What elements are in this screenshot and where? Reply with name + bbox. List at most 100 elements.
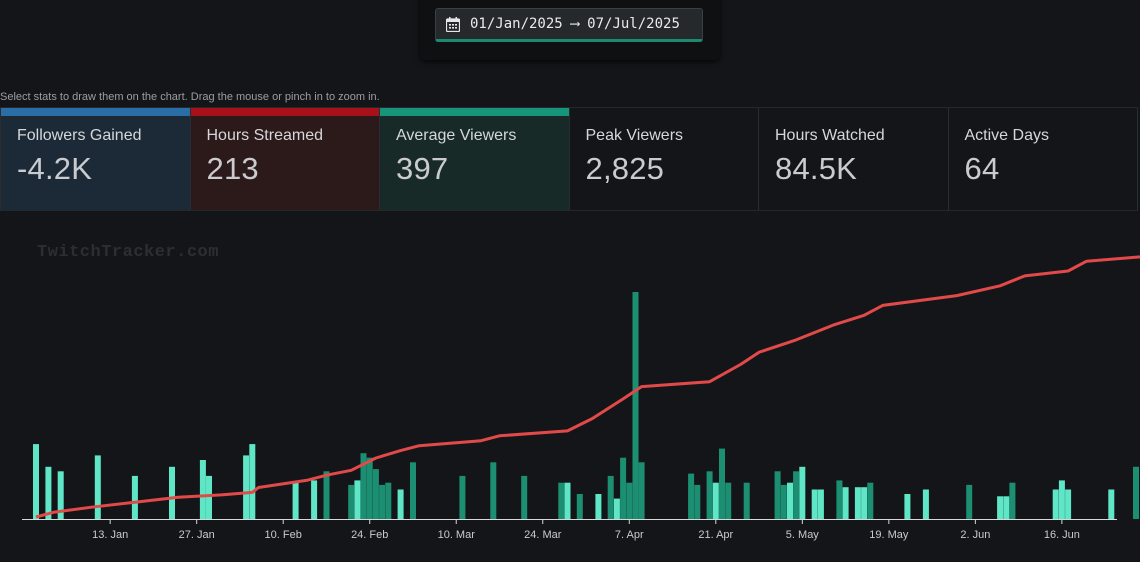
- chart-bar[interactable]: [861, 487, 868, 519]
- chart-bar[interactable]: [1108, 489, 1115, 520]
- chart-bar[interactable]: [169, 466, 175, 519]
- stat-peak-viewers[interactable]: Peak Viewers 2,825: [569, 108, 759, 210]
- chart-bar[interactable]: [131, 475, 138, 519]
- chart-bar[interactable]: [787, 482, 793, 519]
- chart-bar[interactable]: [558, 482, 565, 519]
- chart-bar[interactable]: [793, 471, 800, 519]
- chart-bar[interactable]: [842, 487, 849, 519]
- chart-bar[interactable]: [1065, 489, 1072, 520]
- x-tick-label: 24. Feb: [351, 529, 388, 541]
- chart-bar[interactable]: [712, 482, 719, 519]
- x-tick-label: 7. Apr: [615, 529, 644, 541]
- chart-bar[interactable]: [817, 489, 824, 520]
- chart-bar[interactable]: [354, 480, 361, 519]
- chart-bar[interactable]: [521, 475, 528, 519]
- x-tick-label: 2. Jun: [960, 529, 990, 541]
- chart-bar[interactable]: [94, 455, 101, 519]
- x-tick-label: 27. Jan: [179, 529, 215, 541]
- chart-bar[interactable]: [397, 489, 404, 520]
- chart-bar[interactable]: [607, 475, 614, 519]
- chart-bar[interactable]: [564, 482, 571, 519]
- chart-bar[interactable]: [1052, 489, 1059, 520]
- stat-active-days[interactable]: Active Days 64: [948, 108, 1138, 210]
- arrow-right-icon: ⟶: [570, 16, 580, 32]
- date-range-picker[interactable]: 01/Jan/2025 ⟶ 07/Jul/2025: [435, 8, 703, 42]
- calendar-icon: [446, 16, 460, 32]
- stat-value: 213: [206, 151, 259, 186]
- chart-bar[interactable]: [836, 480, 843, 519]
- stat-value: 397: [396, 151, 449, 186]
- watermark: TwitchTracker.com: [37, 243, 219, 262]
- chart-bar[interactable]: [688, 473, 695, 519]
- chart-bar[interactable]: [613, 498, 620, 519]
- chart-bar[interactable]: [638, 462, 645, 520]
- date-range-card: 01/Jan/2025 ⟶ 07/Jul/2025: [420, 0, 720, 60]
- chart-bar[interactable]: [799, 466, 806, 519]
- chart-bar[interactable]: [243, 455, 250, 519]
- chart-bar[interactable]: [780, 484, 787, 519]
- chart-bar[interactable]: [410, 462, 416, 520]
- chart-bar[interactable]: [632, 292, 639, 519]
- chart-bar[interactable]: [904, 494, 911, 519]
- chart-bar[interactable]: [33, 444, 39, 519]
- stat-label: Hours Streamed: [206, 127, 324, 144]
- chart-bar[interactable]: [743, 482, 750, 519]
- chart-bar[interactable]: [595, 494, 602, 519]
- stat-value: 84.5K: [775, 151, 858, 186]
- chart-bar[interactable]: [774, 471, 781, 519]
- chart-bar[interactable]: [206, 475, 212, 519]
- chart-bar[interactable]: [725, 482, 732, 519]
- chart-bar[interactable]: [348, 484, 355, 519]
- x-tick-label: 24. Mar: [524, 529, 562, 541]
- chart-bar[interactable]: [626, 482, 633, 519]
- x-tick-label: 10. Mar: [438, 529, 476, 541]
- chart-bar[interactable]: [811, 489, 818, 520]
- chart-bar[interactable]: [1058, 480, 1065, 519]
- chart-bar[interactable]: [694, 484, 701, 519]
- chart-bar[interactable]: [323, 471, 330, 519]
- chart-bar[interactable]: [620, 457, 627, 519]
- chart-bar[interactable]: [922, 489, 929, 520]
- stat-value: 2,825: [585, 151, 665, 186]
- stat-selected-indicator: [190, 108, 379, 116]
- chart-bar[interactable]: [57, 471, 64, 519]
- chart-hint: Select stats to draw them on the chart. …: [0, 91, 380, 103]
- chart-bar[interactable]: [997, 496, 1004, 519]
- chart-line-followers[interactable]: [35, 255, 1140, 519]
- chart-bar[interactable]: [311, 480, 318, 519]
- chart-bar[interactable]: [706, 471, 713, 519]
- chart-bar[interactable]: [719, 448, 725, 519]
- chart-bar[interactable]: [385, 482, 392, 519]
- chart-bar[interactable]: [966, 484, 973, 519]
- stat-hours-watched[interactable]: Hours Watched 84.5K: [759, 108, 949, 210]
- chart-bar[interactable]: [379, 484, 386, 519]
- stat-label: Peak Viewers: [585, 127, 684, 144]
- x-tick-label: 13. Jan: [92, 529, 128, 541]
- stat-hours-streamed[interactable]: Hours Streamed 213: [190, 108, 380, 210]
- stat-value: -4.2K: [17, 151, 93, 186]
- chart-bar[interactable]: [360, 453, 367, 519]
- stat-followers-gained[interactable]: Followers Gained -4.2K: [0, 108, 191, 210]
- chart-bar[interactable]: [1009, 482, 1016, 519]
- chart-bar[interactable]: [292, 482, 299, 519]
- chart-bar[interactable]: [1133, 466, 1139, 519]
- stat-label: Active Days: [964, 127, 1049, 144]
- stat-selected-indicator: [380, 108, 569, 116]
- chart-bar[interactable]: [459, 475, 466, 519]
- chart-bar[interactable]: [867, 482, 874, 519]
- stats-chart[interactable]: 13. Jan 27. Jan 10. Feb 24. Feb 10. Mar 24. M…: [0, 210, 1140, 562]
- chart-bar[interactable]: [45, 466, 52, 519]
- x-tick-label: 16. Jun: [1044, 529, 1080, 541]
- chart-bar[interactable]: [366, 457, 373, 519]
- chart-bar[interactable]: [1003, 496, 1010, 519]
- x-tick-label: 19. May: [869, 529, 909, 541]
- chart-bar[interactable]: [854, 487, 861, 519]
- x-tick-label: 10. Feb: [265, 529, 302, 541]
- stat-value: 64: [964, 151, 1000, 186]
- chart-bar[interactable]: [490, 462, 497, 520]
- chart-bar[interactable]: [199, 460, 206, 519]
- stat-average-viewers[interactable]: Average Viewers 397: [380, 108, 570, 210]
- chart-bar[interactable]: [372, 469, 379, 519]
- chart-bar[interactable]: [576, 494, 583, 519]
- chart-bar[interactable]: [249, 444, 256, 519]
